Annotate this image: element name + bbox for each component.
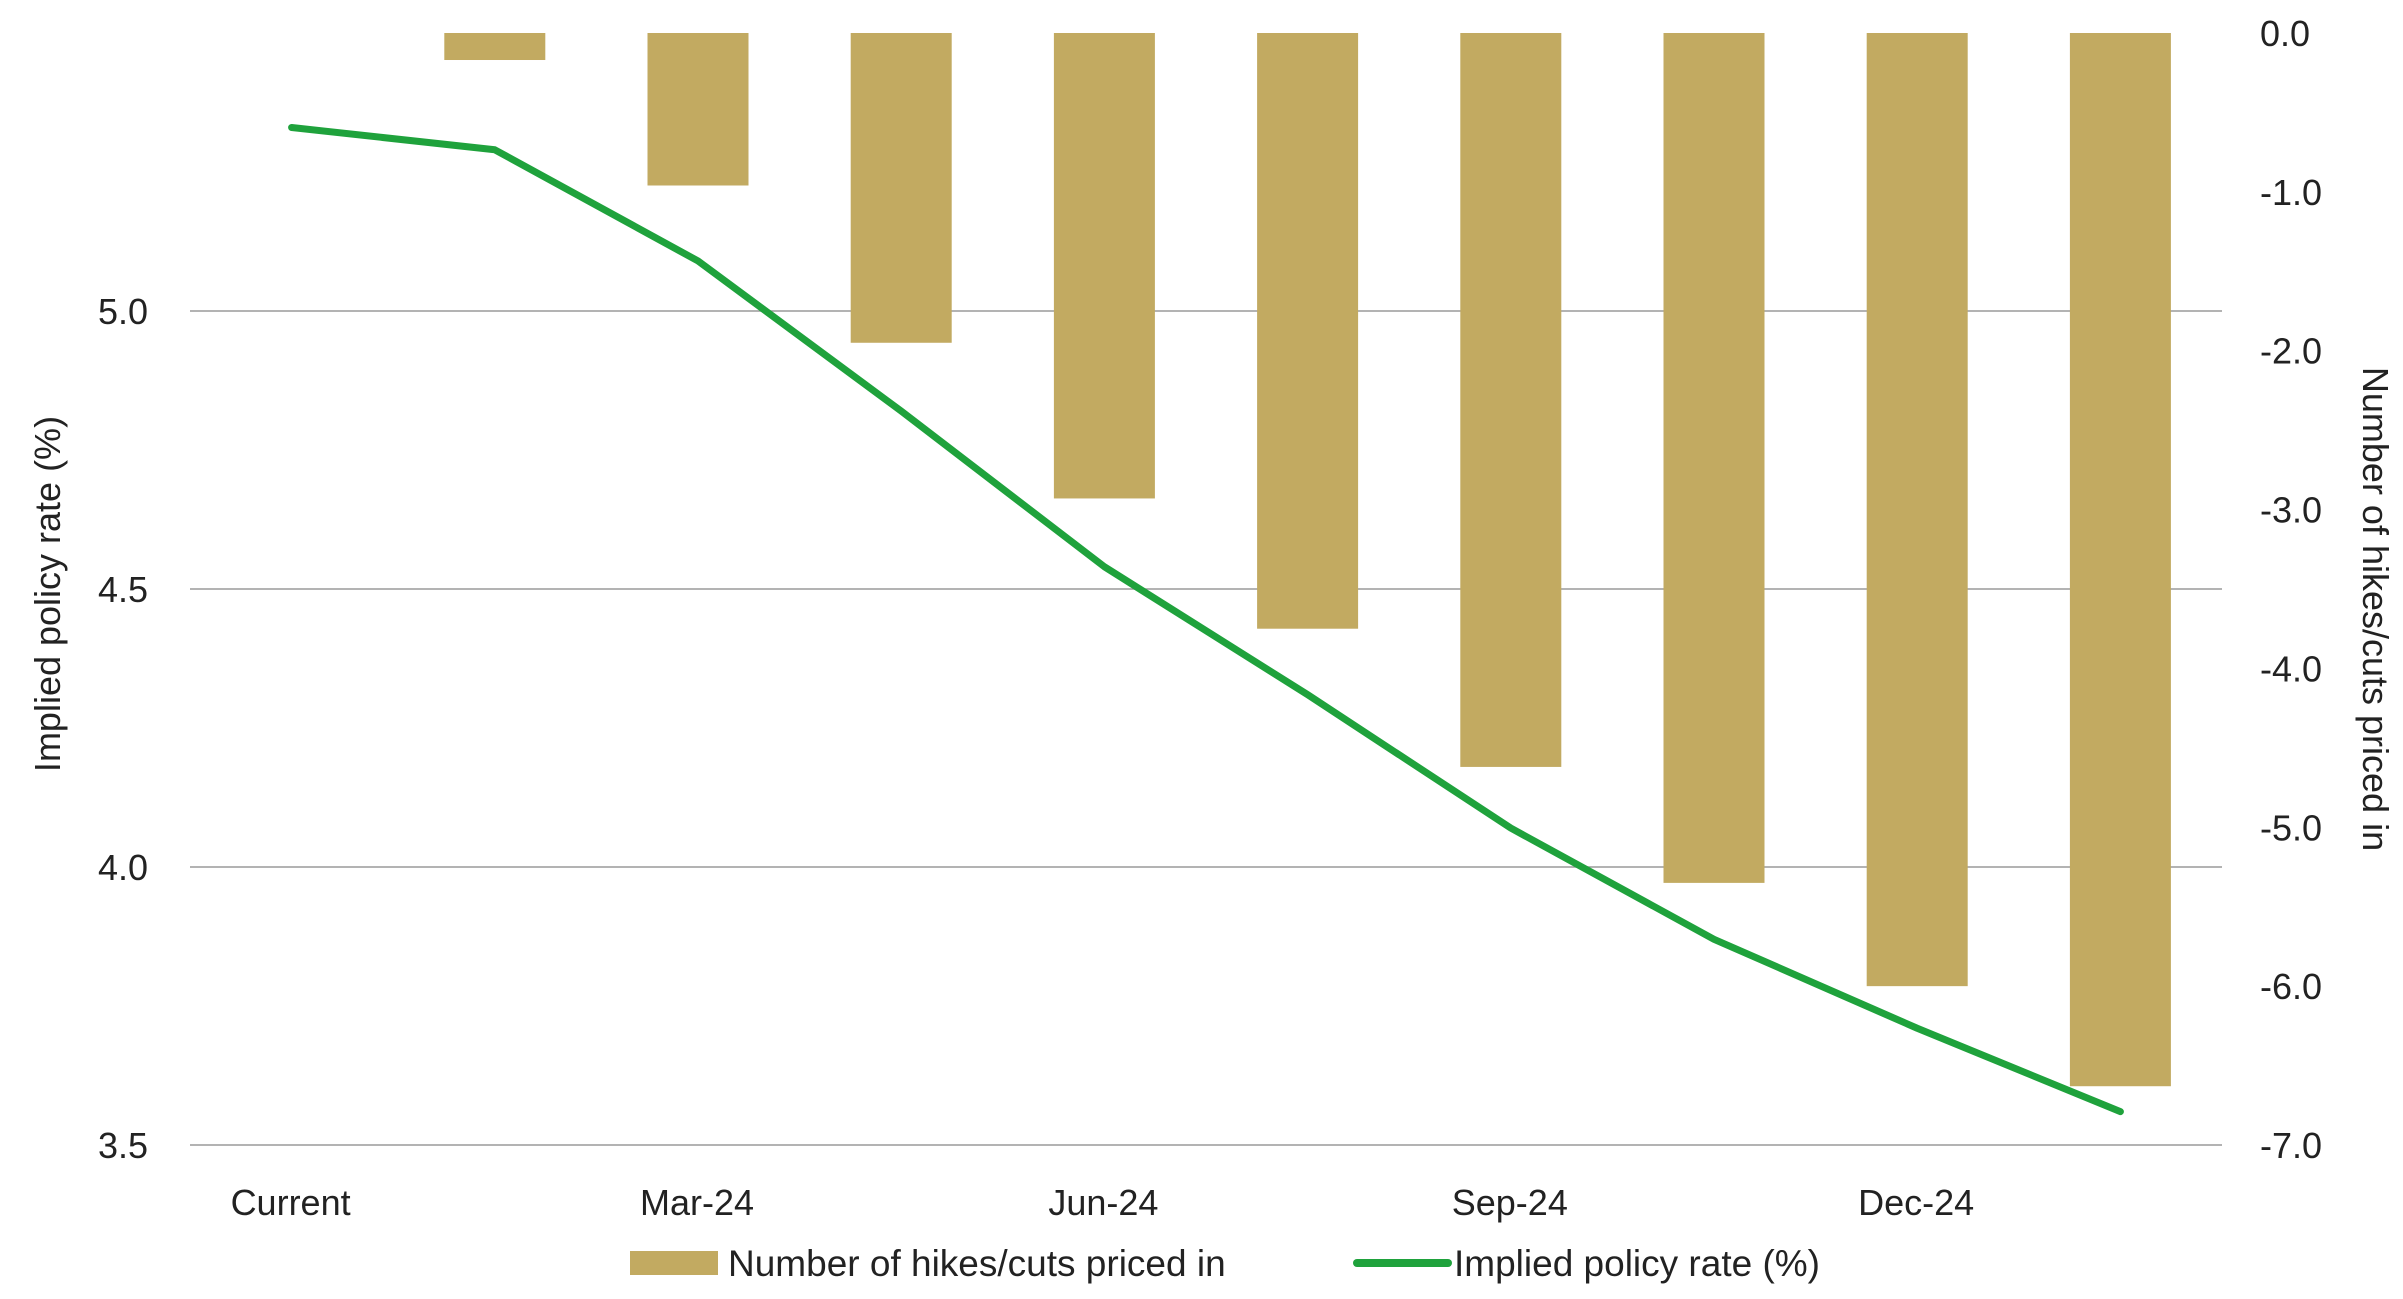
right-axis-title: Number of hikes/cuts priced in (2355, 367, 2396, 851)
left-tick-label: 3.5 (98, 1125, 148, 1166)
x-tick-label: Dec-24 (1858, 1182, 1974, 1223)
right-tick-label: -6.0 (2260, 966, 2322, 1007)
x-tick-label: Current (231, 1182, 351, 1223)
right-tick-label: -1.0 (2260, 172, 2322, 213)
legend-bar-swatch (630, 1251, 718, 1275)
legend-bar-label: Number of hikes/cuts priced in (728, 1243, 1226, 1284)
right-tick-label: -3.0 (2260, 490, 2322, 531)
bar (647, 33, 749, 186)
left-axis-ticks: 3.5 4.0 4.5 5.0 (98, 291, 148, 1166)
right-tick-label: -7.0 (2260, 1125, 2322, 1166)
bar (1257, 33, 1359, 629)
left-tick-label: 5.0 (98, 291, 148, 332)
left-tick-label: 4.5 (98, 569, 148, 610)
bar (1663, 33, 1765, 883)
legend: Number of hikes/cuts priced in Implied p… (630, 1243, 1820, 1284)
x-axis-ticks: Current Mar-24 Jun-24 Sep-24 Dec-24 (231, 1182, 1975, 1223)
bar-series (444, 33, 2171, 1087)
bar (2069, 33, 2171, 1087)
bar (1053, 33, 1155, 499)
x-tick-label: Sep-24 (1452, 1182, 1568, 1223)
right-tick-label: -5.0 (2260, 807, 2322, 848)
bar (850, 33, 952, 343)
left-axis-title: Implied policy rate (%) (27, 416, 68, 772)
left-tick-label: 4.0 (98, 847, 148, 888)
line-implied-policy-rate (288, 124, 2124, 1116)
right-tick-label: 0.0 (2260, 13, 2310, 54)
x-tick-label: Jun-24 (1048, 1182, 1158, 1223)
right-tick-label: -4.0 (2260, 648, 2322, 689)
line-series (288, 124, 2124, 1116)
bar (444, 33, 546, 61)
bar (1460, 33, 1562, 767)
right-axis-ticks: 0.0 -1.0 -2.0 -3.0 -4.0 -5.0 -6.0 -7.0 (2260, 13, 2322, 1166)
bar (1866, 33, 1968, 987)
legend-line-label: Implied policy rate (%) (1454, 1243, 1820, 1284)
right-tick-label: -2.0 (2260, 331, 2322, 372)
x-tick-label: Mar-24 (640, 1182, 754, 1223)
